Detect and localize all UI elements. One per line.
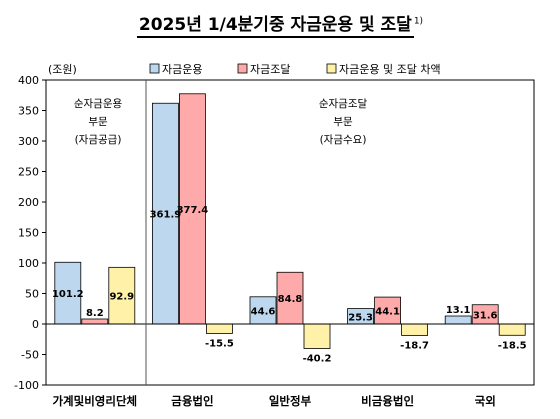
y-tick-label: 300 — [18, 135, 39, 148]
y-axis: -100 -50 0 50 100 150 200 250 300 350 400 — [14, 74, 46, 392]
annotation-2-line: 순자금조달 — [319, 98, 368, 110]
annotation-2-line: 부문 — [333, 116, 353, 128]
plot-area-frame — [45, 79, 535, 386]
bar-3-5 — [498, 323, 526, 336]
annotation-1-line: 부문 — [88, 116, 108, 128]
y-tick-label: 0 — [32, 318, 39, 331]
annotation-1-line: (자금공급) — [75, 134, 122, 146]
x-tick-label: 일반정부 — [269, 394, 312, 408]
y-tick-label: 200 — [18, 196, 39, 209]
data-label-1-4: 25.3 — [348, 312, 373, 323]
y-tick-label: 100 — [18, 257, 39, 270]
data-label-2-2: 377.4 — [177, 205, 209, 216]
data-label-2-3: 84.8 — [278, 294, 303, 305]
data-label-3-3: -40.2 — [303, 354, 332, 365]
bar-3-3 — [303, 323, 331, 349]
data-label-1-5: 13.1 — [446, 305, 471, 316]
bar-2-2 — [178, 93, 206, 325]
y-tick-label: 350 — [18, 105, 39, 118]
y-tick-label: 150 — [18, 227, 39, 240]
x-tick-label: 국외 — [475, 394, 496, 408]
data-label-3-5: -18.5 — [498, 340, 527, 351]
data-label-1-1: 101.2 — [52, 289, 84, 300]
bar-2-3 — [276, 271, 304, 325]
legend-swatch-1 — [149, 63, 160, 74]
data-label-1-3: 44.6 — [251, 306, 276, 317]
bar-1-5 — [444, 315, 472, 325]
x-tick-label: 금융법인 — [171, 394, 213, 408]
annotation-1-line: 순자금운용 — [74, 98, 123, 110]
x-axis: 가계및비영리단체 금융법인 일반정부 비금융법인 국외 — [52, 394, 495, 408]
annotation-2-line: (자금수요) — [320, 134, 367, 146]
data-label-2-1: 8.2 — [86, 308, 104, 319]
y-tick-label: 400 — [18, 74, 39, 87]
data-label-2-4: 44.1 — [375, 307, 400, 318]
data-label-3-1: 92.9 — [109, 292, 134, 303]
y-axis-unit-label: (조원) — [48, 63, 77, 76]
legend-label-2: 자금조달 — [250, 63, 290, 76]
data-label-3-4: -18.7 — [400, 340, 429, 351]
x-tick-label: 비금융법인 — [361, 394, 414, 408]
legend-swatch-2 — [237, 63, 248, 74]
x-tick-label: 가계및비영리단체 — [52, 394, 137, 408]
bar-3-4 — [401, 323, 429, 336]
y-tick-label: -50 — [21, 349, 39, 362]
data-label-1-2: 361.9 — [150, 210, 182, 221]
bar-1-1 — [54, 261, 82, 325]
bars — [54, 93, 526, 349]
legend-label-3: 자금운용 및 조달 차액 — [339, 63, 441, 76]
legend: 자금운용 자금조달 자금운용 및 조달 차액 — [149, 63, 441, 76]
chart-title-container: 2025년 1/4분기중 자금운용 및 조달 1) — [0, 10, 560, 38]
bar-3-2 — [205, 323, 233, 334]
bar-2-4 — [374, 296, 402, 325]
chart-title: 2025년 1/4분기중 자금운용 및 조달 — [136, 15, 414, 38]
data-label-3-2: -15.5 — [205, 338, 234, 349]
bar-1-2 — [151, 102, 179, 325]
bar-3-1 — [108, 266, 136, 325]
y-tick-label: -100 — [14, 379, 39, 392]
y-tick-label: 250 — [18, 166, 39, 179]
bar-2-1 — [81, 318, 109, 325]
data-label-2-5: 31.6 — [473, 310, 498, 321]
y-tick-label: 50 — [25, 288, 39, 301]
title-footnote-marker: 1) — [413, 16, 424, 27]
legend-label-1: 자금운용 — [162, 63, 202, 76]
legend-swatch-3 — [326, 63, 337, 74]
